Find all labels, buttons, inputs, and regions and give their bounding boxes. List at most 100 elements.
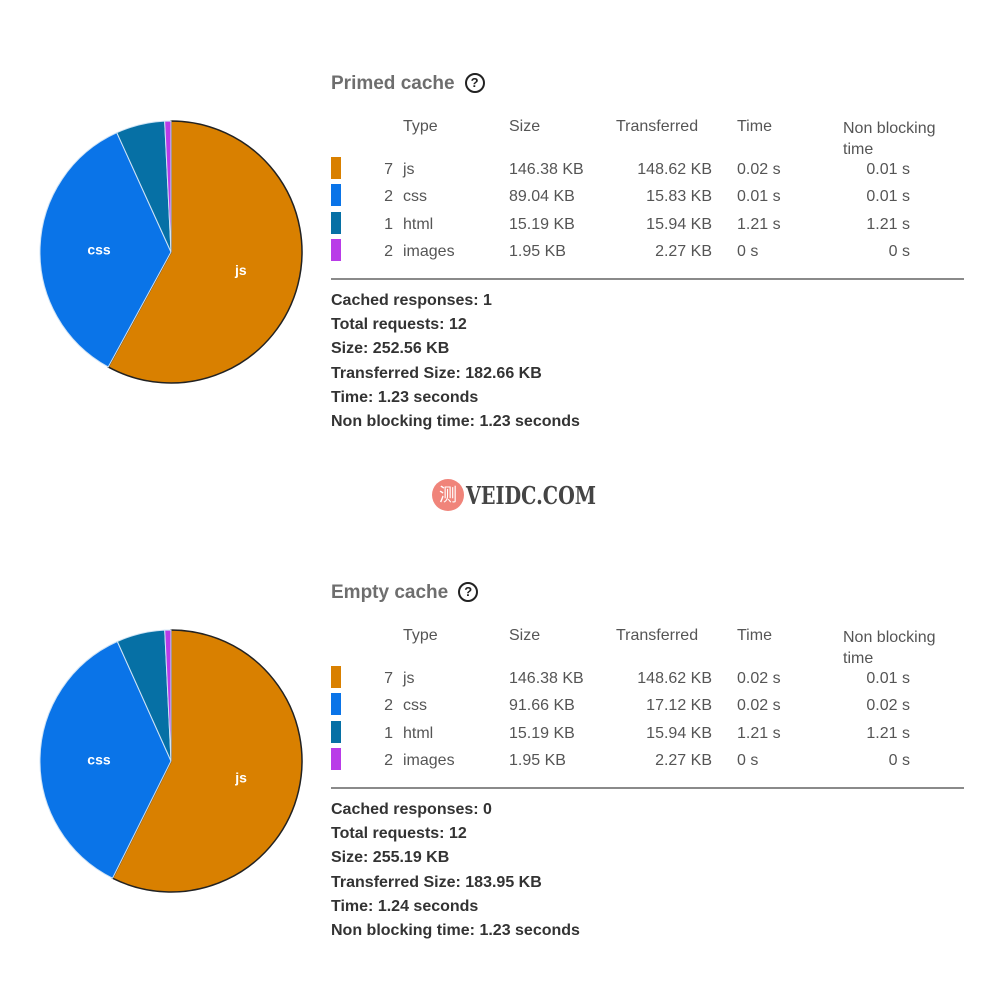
count: 1 <box>384 724 393 742</box>
watermark-text: VEIDC.COM <box>466 480 597 510</box>
summary-line: Size: 255.19 KB <box>331 849 450 867</box>
size: 146.38 KB <box>509 161 584 178</box>
section-title-text: Empty cache <box>331 582 449 603</box>
type: html <box>403 724 434 742</box>
help-icon[interactable]: ? <box>464 73 485 93</box>
time: 0.02 s <box>737 697 781 715</box>
pie-label-css: css <box>87 752 111 768</box>
pie-slice-js <box>107 120 303 384</box>
header-non-blocking: Non blocking time <box>843 629 936 667</box>
pie-slice-images <box>164 629 172 762</box>
count: 2 <box>384 697 393 715</box>
divider <box>331 278 964 280</box>
type: css <box>403 188 427 206</box>
type: images <box>403 751 455 769</box>
section-title: Empty cache? <box>331 582 479 604</box>
header-size: Size <box>509 627 541 644</box>
count: 2 <box>384 751 393 769</box>
non-blocking-time: 0.01 s <box>866 670 910 687</box>
time: 1.21 s <box>737 215 781 233</box>
pie-chart: js css <box>39 120 303 384</box>
pie-chart: js css <box>39 629 303 893</box>
section-title-text: Primed cache <box>331 73 455 94</box>
size: 15.19 KB <box>509 215 575 233</box>
transferred: 17.12 KB <box>646 697 712 715</box>
count: 7 <box>384 161 393 178</box>
summary-line: Non blocking time: 1.23 seconds <box>331 922 580 940</box>
color-swatch <box>331 693 341 716</box>
header-time: Time <box>737 118 772 135</box>
pie-label-js: js <box>234 262 247 278</box>
watermark-badge: 测 <box>432 479 464 511</box>
time: 0.02 s <box>737 670 781 687</box>
color-swatch <box>331 747 341 770</box>
pie-label-js: js <box>234 770 247 786</box>
color-swatch <box>331 157 341 179</box>
header-size: Size <box>509 118 541 135</box>
time: 0.02 s <box>737 161 781 178</box>
divider <box>331 787 964 789</box>
summary-line: Total requests: 12 <box>331 316 467 334</box>
size: 15.19 KB <box>509 724 575 742</box>
header-time: Time <box>737 627 772 644</box>
summary-line: Cached responses: 1 <box>331 292 492 309</box>
non-blocking-time: 0 s <box>888 242 910 260</box>
header-non-blocking: Non blocking time <box>843 120 936 158</box>
transferred: 148.62 KB <box>637 670 712 687</box>
count: 1 <box>384 215 393 233</box>
pie-slice-images <box>164 120 172 253</box>
size: 91.66 KB <box>509 697 575 715</box>
transferred: 148.62 KB <box>637 161 712 178</box>
type: html <box>403 215 434 233</box>
empty-cache-section: js css Empty cache? Type Size Transferred… <box>0 509 1000 969</box>
non-blocking-time: 1.21 s <box>866 215 910 233</box>
non-blocking-time: 0.01 s <box>866 188 910 206</box>
pie-slice-css <box>39 132 172 368</box>
type: images <box>403 242 455 260</box>
type: css <box>403 697 427 715</box>
header-type: Type <box>403 627 438 644</box>
summary-line: Cached responses: 0 <box>331 801 492 818</box>
summary-line: Time: 1.23 seconds <box>331 388 479 406</box>
count: 2 <box>384 242 393 260</box>
time: 0.01 s <box>737 188 781 206</box>
non-blocking-time: 0.01 s <box>866 161 910 178</box>
type: js <box>403 670 415 687</box>
summary-line: Transferred Size: 182.66 KB <box>331 364 542 382</box>
color-swatch <box>331 666 341 688</box>
transferred: 15.94 KB <box>646 724 712 742</box>
summary: Cached responses: 1 Total requests: 12 Siz… <box>331 289 580 434</box>
summary-line: Time: 1.24 seconds <box>331 897 479 915</box>
pie-slice-js <box>111 629 303 893</box>
non-blocking-time: 0.02 s <box>866 697 910 715</box>
type: js <box>403 161 415 178</box>
section-title: Primed cache? <box>331 73 485 95</box>
time: 0 s <box>737 751 759 769</box>
help-icon[interactable]: ? <box>458 582 479 602</box>
transferred: 15.94 KB <box>646 215 712 233</box>
size: 89.04 KB <box>509 188 575 206</box>
summary-line: Size: 252.56 KB <box>331 340 450 358</box>
pie-slice-css <box>39 640 172 879</box>
transferred: 15.83 KB <box>646 188 712 206</box>
color-swatch <box>331 238 341 261</box>
count: 7 <box>384 670 393 687</box>
size: 1.95 KB <box>509 751 566 769</box>
header-type: Type <box>403 118 438 135</box>
summary-line: Total requests: 12 <box>331 825 467 843</box>
color-swatch <box>331 184 341 207</box>
summary-line: Non blocking time: 1.23 seconds <box>331 413 580 431</box>
transferred: 2.27 KB <box>655 242 712 260</box>
color-swatch <box>331 211 341 234</box>
summary-line: Transferred Size: 183.95 KB <box>331 873 542 891</box>
transferred: 2.27 KB <box>655 751 712 769</box>
non-blocking-time: 1.21 s <box>866 724 910 742</box>
summary: Cached responses: 0 Total requests: 12 Siz… <box>331 798 580 943</box>
color-swatch <box>331 720 341 743</box>
primed-cache-section: js css Primed cache? Type Size Transferre… <box>0 0 1000 460</box>
size: 146.38 KB <box>509 670 584 687</box>
header-transferred: Transferred <box>616 627 699 644</box>
time: 1.21 s <box>737 724 781 742</box>
non-blocking-time: 0 s <box>888 751 910 769</box>
pie-label-css: css <box>87 241 111 257</box>
